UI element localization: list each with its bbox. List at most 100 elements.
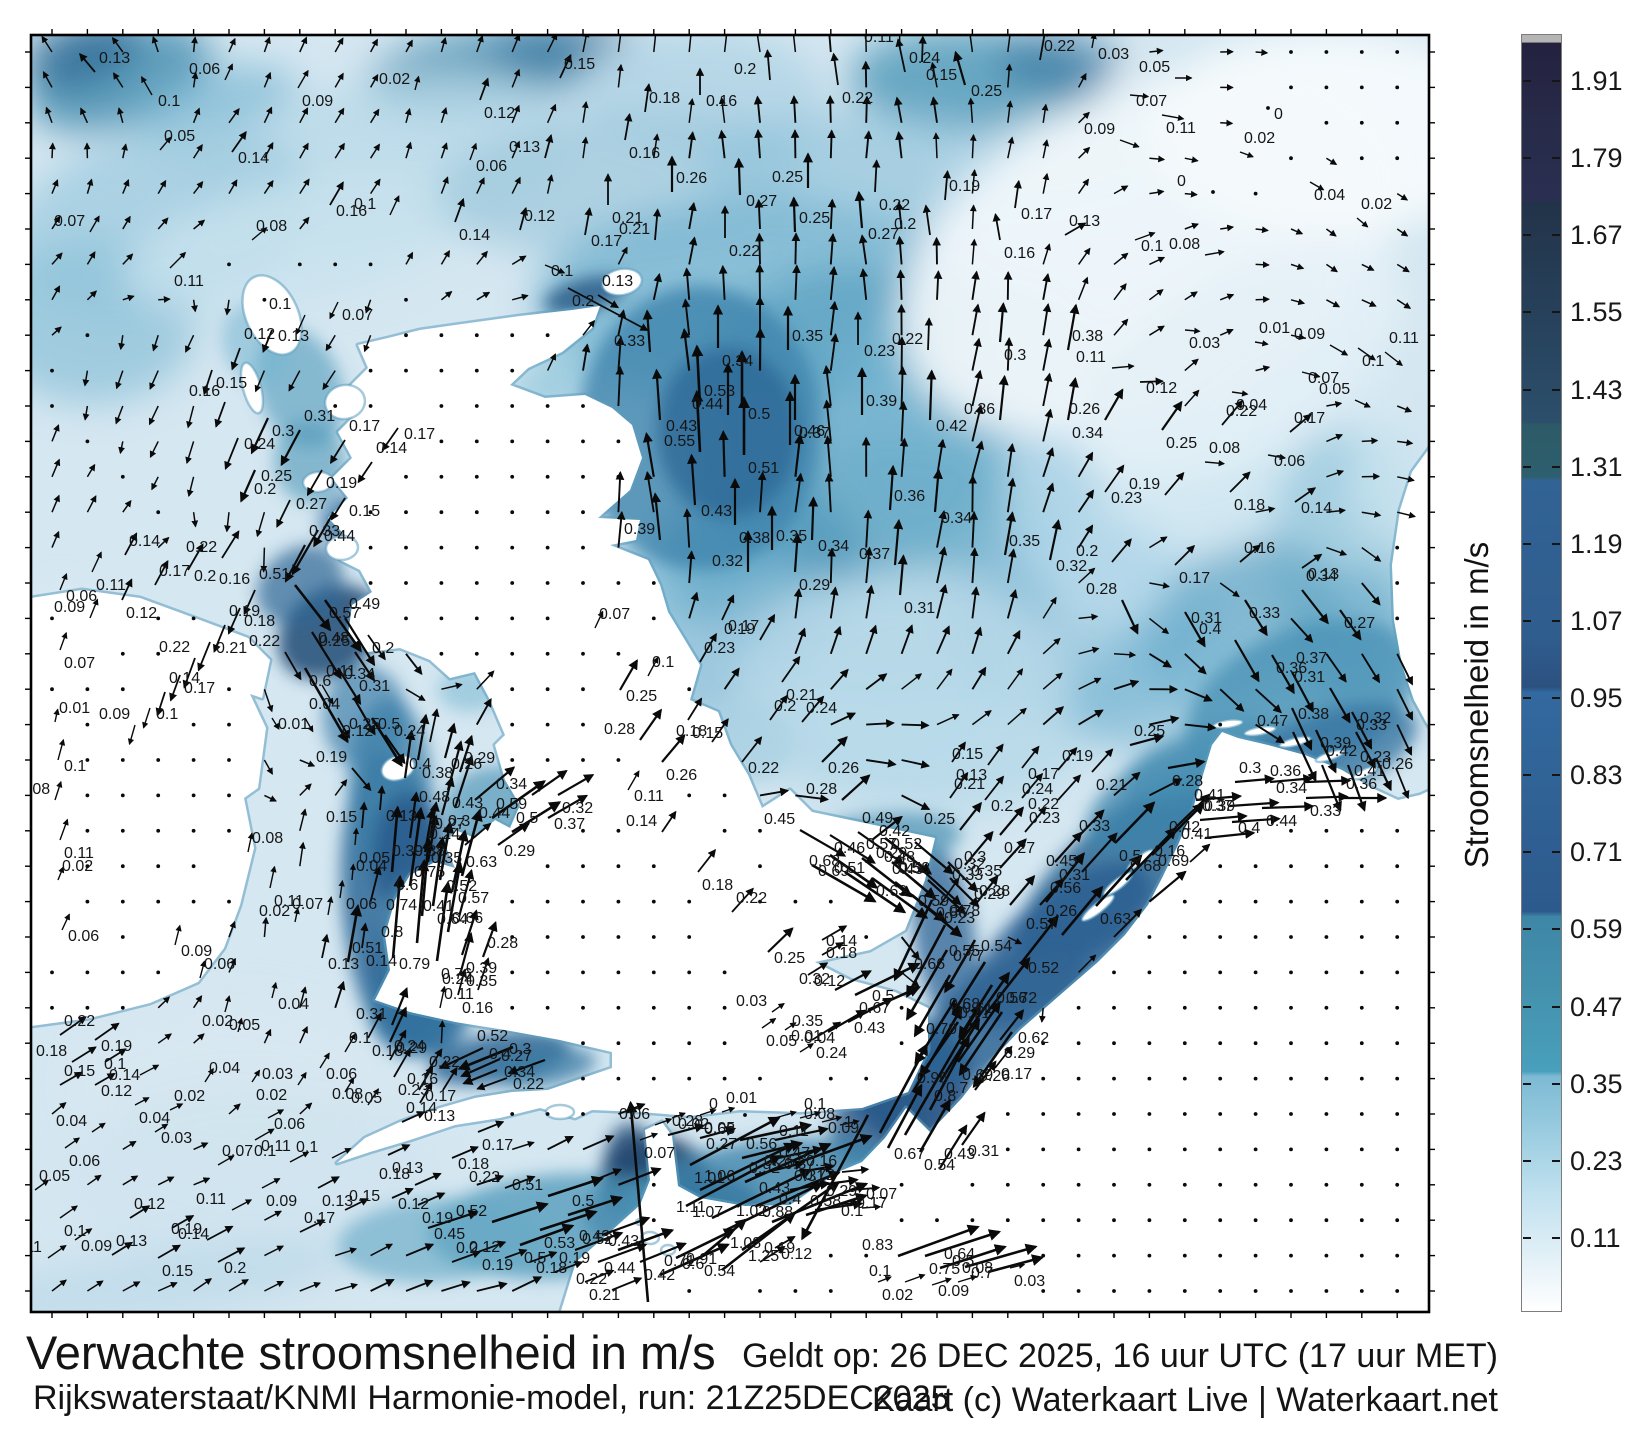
current-vector (408, 791, 421, 839)
current-vector (1021, 745, 1040, 769)
current-vector (918, 35, 927, 63)
current-vector (547, 794, 589, 819)
vector-value-label: 0.32 (712, 553, 743, 570)
grid-dot (368, 545, 373, 550)
grid-dot (85, 758, 90, 762)
current-vector (774, 1235, 796, 1249)
current-vector (351, 767, 372, 792)
vector-value-label: 0.22 (576, 1271, 607, 1288)
grid-dot (581, 828, 585, 833)
vector-value-label: 0.15 (162, 1263, 193, 1280)
vector-value-label: 0.06 (476, 158, 507, 175)
current-vector (594, 610, 604, 629)
vector-value-label: 0.1 (652, 654, 674, 671)
grid-dot (1324, 1253, 1329, 1258)
current-vector (327, 896, 334, 916)
current-vector-filler (511, 1276, 543, 1292)
current-vector-filler (1149, 188, 1165, 196)
current-vector (202, 369, 213, 396)
current-vector-filler (476, 177, 485, 194)
vector-value-label: 0.25 (774, 950, 805, 967)
vector-value-label: 0.25 (764, 1153, 795, 1170)
current-vector (1271, 654, 1295, 695)
current-vector-filler (404, 107, 412, 123)
vector-value-label: 0.19 (1062, 748, 1093, 765)
current-vector-filler (581, 100, 589, 123)
vector-value-label: 0.23 (398, 1082, 429, 1099)
vector-value-label: 0.31 (1191, 610, 1222, 627)
current-vector-filler (971, 440, 985, 478)
current-vector (197, 641, 211, 672)
grid-dot (722, 970, 727, 975)
vector-value-label: 0.05 (1139, 59, 1170, 76)
grid-dot (1395, 1147, 1400, 1152)
grid-dot (510, 935, 515, 939)
current-vector (74, 1228, 93, 1241)
current-vector (329, 439, 346, 465)
current-vector (297, 1071, 307, 1086)
vector-value-label: 0.2 (194, 568, 216, 585)
vector-value-label: 1.07 (692, 1204, 723, 1221)
grid-dot (793, 1289, 798, 1293)
current-vector-filler (823, 435, 833, 477)
current-vector-filler (829, 625, 842, 655)
grid-dot (722, 793, 727, 798)
current-vector (230, 347, 241, 371)
current-vector (323, 599, 362, 653)
copyright-credit: Kaart (c) Waterkaart Live | Waterkaart.n… (871, 1381, 1498, 1419)
current-vector-filler (369, 178, 381, 195)
current-vector-filler (299, 107, 309, 124)
current-vector-filler (369, 865, 382, 902)
vector-value-label: 0.26 (1046, 903, 1077, 920)
colorbar-tick-label: 1.55 (1570, 297, 1623, 328)
vector-value-label: 0.06 (1274, 453, 1305, 470)
vector-value-label: 0.34 (1072, 425, 1103, 442)
grid-dot (1005, 1147, 1010, 1152)
current-vector (647, 656, 659, 677)
current-vector-filler (859, 268, 869, 300)
current-vector (417, 1192, 446, 1206)
vector-value-label: 0.04 (1314, 187, 1345, 204)
vector-value-label: 0.78 (949, 903, 980, 920)
vector-value-label: 0.02 (256, 1087, 287, 1104)
current-vector (442, 1066, 458, 1091)
grid-dot (1182, 899, 1187, 904)
current-vector-filler (82, 370, 90, 387)
current-vector-filler (1396, 192, 1409, 201)
current-vector (221, 530, 240, 559)
current-vector-filler (793, 588, 803, 619)
grid-dot (1289, 1041, 1293, 1046)
grid-dot (404, 368, 408, 373)
vector-value-label: 0.67 (859, 1000, 890, 1017)
vector-value-label: 0.25 (349, 716, 380, 733)
current-vector (711, 1168, 813, 1220)
current-vector-filler (1042, 706, 1065, 726)
current-vector (1305, 775, 1352, 786)
vector-value-label: 0.33 (1310, 803, 1341, 820)
vector-value-label: 0.5 (516, 810, 538, 827)
current-vector (1129, 733, 1165, 747)
vector-value-label: 0.17 (1001, 1066, 1032, 1083)
grid-dot (1324, 864, 1329, 869)
vector-value-label: 0.7 (946, 1080, 968, 1097)
current-vector (458, 734, 474, 773)
current-vector-filler (86, 1280, 104, 1292)
grid-dot (1112, 1112, 1116, 1116)
current-vector (654, 1117, 673, 1126)
grid-dot (510, 510, 515, 515)
grid-dot (85, 864, 90, 869)
current-vector-filler (829, 586, 839, 619)
vector-value-label: 0.28 (672, 1113, 703, 1130)
current-vector (1111, 538, 1132, 563)
colorbar-tick-label: 0.95 (1570, 683, 1623, 714)
current-vector (504, 1175, 536, 1189)
grid-dot (1324, 1147, 1329, 1152)
grid-dot (368, 262, 373, 267)
current-vector-filler (51, 530, 60, 548)
grid-dot (474, 510, 479, 515)
current-vector (401, 1111, 426, 1123)
current-vector (1134, 231, 1156, 241)
current-vector-filler (511, 140, 521, 159)
current-vector (987, 1254, 1045, 1274)
current-vector (854, 962, 921, 997)
